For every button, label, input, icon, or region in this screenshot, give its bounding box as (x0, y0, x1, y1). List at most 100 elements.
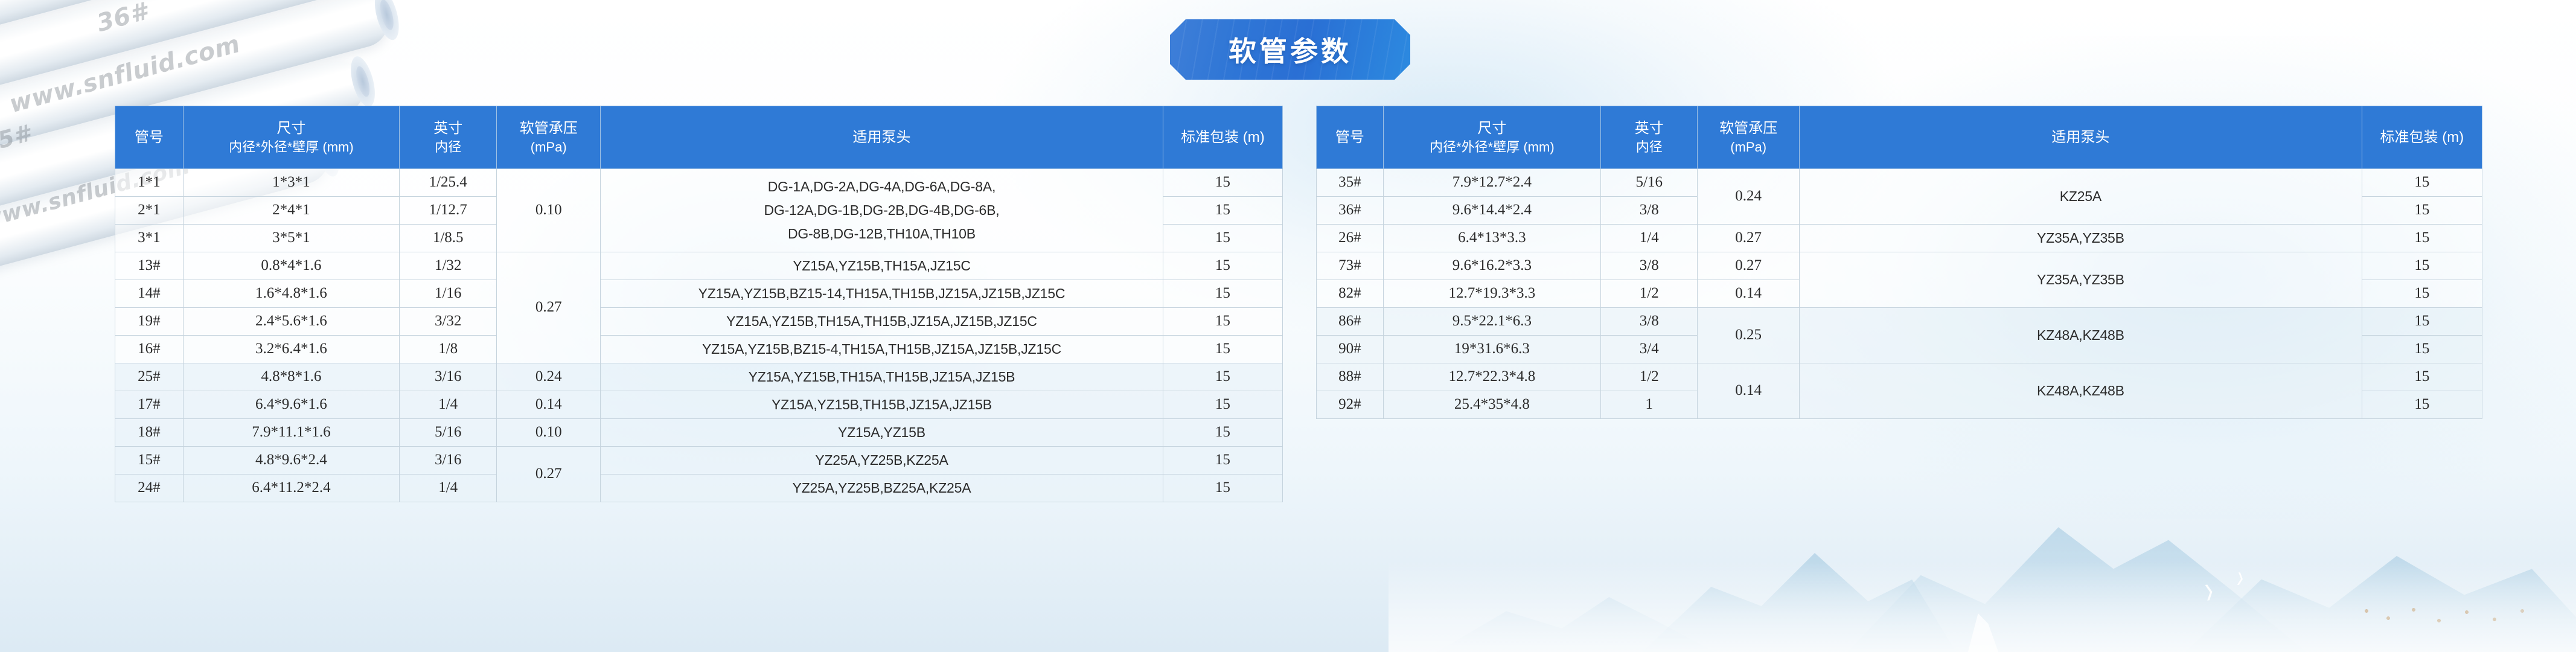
table-row: 92# 25.4*35*4.8 1 15 (1316, 391, 2483, 419)
cell-size: 3.2*6.4*1.6 (182, 335, 400, 363)
header-row: 管号 尺寸 内径*外径*壁厚 (mm) 英寸 内径 软管承压 (mPa) 适用泵… (115, 106, 1283, 169)
cell-tube-no: 19# (115, 307, 184, 336)
cell-size: 7.9*11.1*1.6 (182, 418, 400, 447)
col-header-pump-head: 适用泵头 (1798, 106, 2362, 169)
table-row: 86# 9.5*22.1*6.3 3/8 0.25 KZ48A,KZ48B 15 (1316, 307, 2483, 363)
header-row: 管号 尺寸 内径*外径*壁厚 (mm) 英寸 内径 软管承压 (mPa) 适用泵… (1316, 106, 2483, 169)
cell-inch: 1/2 (1600, 280, 1698, 308)
cell-inch: 1/12.7 (399, 196, 497, 225)
cell-tube-no: 1*1 (115, 168, 184, 197)
cell-pressure: 0.14 (1697, 280, 1800, 308)
cell-pump-head: KZ48A,KZ48B (1798, 363, 2362, 419)
cell-package: 15 (2361, 307, 2483, 336)
table-row: 18# 7.9*11.1*1.6 5/16 0.10 YZ15A,YZ15B 15 (115, 418, 1283, 447)
cell-pump-head: YZ15A,YZ15B,BZ15-4,TH15A,TH15B,JZ15A,JZ1… (600, 335, 1163, 363)
cell-size: 19*31.6*6.3 (1382, 335, 1602, 363)
cell-package: 15 (2361, 280, 2483, 308)
cell-pressure: 0.14 (1697, 363, 1800, 419)
cell-pump-head: YZ25A,YZ25B,BZ25A,KZ25A (600, 474, 1163, 502)
cell-tube-no: 92# (1316, 391, 1384, 419)
cell-size: 7.9*12.7*2.4 (1382, 168, 1602, 197)
cell-inch: 1 (1600, 391, 1698, 419)
cell-inch: 1/25.4 (399, 168, 497, 197)
cell-package: 15 (1162, 252, 1283, 280)
cell-pressure: 0.27 (1697, 224, 1800, 252)
table-left-header: 管号 尺寸 内径*外径*壁厚 (mm) 英寸 内径 软管承压 (mPa) 适用泵… (115, 106, 1283, 169)
col-header-size: 尺寸 内径*外径*壁厚 (mm) (1382, 106, 1602, 169)
table-left-body: 1*1 1*3*1 1/25.4 0.10 DG-1A,DG-2A,DG-4A,DG-6… (115, 168, 1283, 502)
cell-tube-no: 88# (1316, 363, 1384, 391)
cell-inch: 3/8 (1600, 196, 1698, 225)
table-row: 25# 4.8*8*1.6 3/16 0.24 YZ15A,YZ15B,TH15A,TH… (115, 363, 1283, 391)
cell-inch: 5/16 (1600, 168, 1698, 197)
table-row: 19# 2.4*5.6*1.6 3/32 YZ15A,YZ15B,TH15A,TH15… (115, 307, 1283, 336)
cell-tube-no: 18# (115, 418, 184, 447)
cell-size: 3*5*1 (182, 224, 400, 252)
cell-size: 6.4*13*3.3 (1382, 224, 1602, 252)
page-title: 软管参数 (1229, 36, 1352, 67)
cell-size: 4.8*8*1.6 (182, 363, 400, 391)
cell-tube-no: 35# (1316, 168, 1384, 197)
cell-package: 15 (2361, 363, 2483, 391)
cell-inch: 3/16 (399, 446, 497, 475)
cell-inch: 3/4 (1600, 335, 1698, 363)
cell-tube-no: 82# (1316, 280, 1384, 308)
cell-pump-head: KZ48A,KZ48B (1798, 307, 2362, 363)
cell-size: 4.8*9.6*2.4 (182, 446, 400, 475)
cell-size: 12.7*22.3*4.8 (1382, 363, 1602, 391)
cell-pump-head: YZ15A,YZ15B,TH15B,JZ15A,JZ15B (600, 391, 1163, 419)
cell-package: 15 (1162, 418, 1283, 447)
cell-pressure: 0.27 (496, 446, 601, 502)
table-row: 17# 6.4*9.6*1.6 1/4 0.14 YZ15A,YZ15B,TH15B,J… (115, 391, 1283, 419)
cell-pressure: 0.10 (496, 168, 601, 252)
table-row: 73# 9.6*16.2*3.3 3/8 0.27 YZ35A,YZ35B 15 (1316, 252, 2483, 308)
cell-size: 9.5*22.1*6.3 (1382, 307, 1602, 336)
page-title-banner: 软管参数 (1170, 19, 1410, 80)
bird-icon-small: ❭ (2234, 570, 2246, 586)
col-header-package: 标准包装 (m) (1162, 106, 1283, 169)
cell-pump-head: YZ35A,YZ35B (1798, 224, 2362, 252)
hose-parameter-table-left: 管号 尺寸 内径*外径*壁厚 (mm) 英寸 内径 软管承压 (mPa) 适用泵… (115, 106, 1283, 502)
cell-tube-no: 15# (115, 446, 184, 475)
cell-tube-no: 13# (115, 252, 184, 280)
cell-pump-head: YZ15A,YZ15B,BZ15-14,TH15A,TH15B,JZ15A,JZ… (600, 280, 1163, 308)
table-row: 14# 1.6*4.8*1.6 1/16 YZ15A,YZ15B,BZ15-14,TH… (115, 280, 1283, 308)
table-row: 88# 12.7*22.3*4.8 1/2 0.14 KZ48A,KZ48B 15 (1316, 363, 2483, 419)
table-row: 1*1 1*3*1 1/25.4 0.10 DG-1A,DG-2A,DG-4A,DG-6… (115, 168, 1283, 252)
cell-pressure: 0.10 (496, 418, 601, 447)
cell-pump-head: YZ35A,YZ35B (1798, 252, 2362, 308)
cell-pump-head: YZ25A,YZ25B,KZ25A (600, 446, 1163, 475)
cell-tube-no: 24# (115, 474, 184, 502)
cell-inch: 3/8 (1600, 252, 1698, 280)
cell-tube-no: 3*1 (115, 224, 184, 252)
cell-inch: 5/16 (399, 418, 497, 447)
cell-pump-head: YZ15A,YZ15B (600, 418, 1163, 447)
cell-inch: 3/16 (399, 363, 497, 391)
cell-package: 15 (2361, 168, 2483, 197)
cell-tube-no: 36# (1316, 196, 1384, 225)
cell-pressure: 0.27 (496, 252, 601, 363)
decorative-dots (2360, 605, 2554, 629)
cell-package: 15 (2361, 252, 2483, 280)
cell-inch: 3/32 (399, 307, 497, 336)
cell-size: 9.6*14.4*2.4 (1382, 196, 1602, 225)
hose-parameter-table-right: 管号 尺寸 内径*外径*壁厚 (mm) 英寸 内径 软管承压 (mPa) 适用泵… (1316, 106, 2483, 419)
col-header-inch: 英寸 内径 (399, 106, 497, 169)
cell-inch: 1/4 (1600, 224, 1698, 252)
cell-package: 15 (1162, 363, 1283, 391)
col-header-pump-head: 适用泵头 (600, 106, 1163, 169)
cell-inch: 3/8 (1600, 307, 1698, 336)
cell-inch: 1/8 (399, 335, 497, 363)
cell-package: 15 (2361, 196, 2483, 225)
cell-package: 15 (1162, 474, 1283, 502)
cell-size: 1.6*4.8*1.6 (182, 280, 400, 308)
cell-size: 2*4*1 (182, 196, 400, 225)
table-row: 35# 7.9*12.7*2.4 5/16 0.24 KZ25A 15 (1316, 168, 2483, 225)
table-row: 2*1 2*4*1 1/12.7 15 (115, 196, 1283, 225)
cell-package: 15 (1162, 446, 1283, 475)
cell-pump-head: DG-1A,DG-2A,DG-4A,DG-6A,DG-8A, DG-12A,DG-… (600, 168, 1163, 252)
table-row: 82# 12.7*19.3*3.3 1/2 0.14 15 (1316, 280, 2483, 308)
cell-size: 25.4*35*4.8 (1382, 391, 1602, 419)
cell-tube-no: 14# (115, 280, 184, 308)
cell-tube-no: 25# (115, 363, 184, 391)
